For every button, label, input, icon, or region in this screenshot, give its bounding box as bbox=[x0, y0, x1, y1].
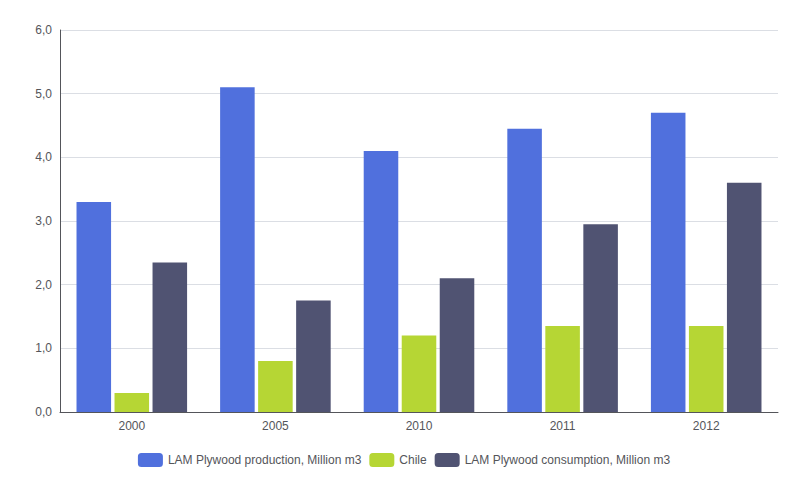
svg-text:1,0: 1,0 bbox=[35, 341, 52, 355]
svg-text:3,0: 3,0 bbox=[35, 214, 52, 228]
svg-text:5,0: 5,0 bbox=[35, 87, 52, 101]
svg-text:2012: 2012 bbox=[693, 419, 720, 433]
svg-text:LAM Plywood consumption, Milli: LAM Plywood consumption, Million m3 bbox=[465, 453, 671, 467]
svg-text:LAM Plywood production, Millio: LAM Plywood production, Million m3 bbox=[168, 453, 362, 467]
svg-text:2,0: 2,0 bbox=[35, 278, 52, 292]
svg-text:2011: 2011 bbox=[550, 419, 576, 433]
svg-text:6,0: 6,0 bbox=[35, 23, 52, 37]
svg-text:2000: 2000 bbox=[118, 419, 145, 433]
svg-text:0,0: 0,0 bbox=[35, 405, 52, 419]
svg-text:4,0: 4,0 bbox=[35, 150, 52, 164]
svg-text:Chile: Chile bbox=[399, 453, 427, 467]
svg-text:2010: 2010 bbox=[406, 419, 433, 433]
svg-text:2005: 2005 bbox=[262, 419, 289, 433]
